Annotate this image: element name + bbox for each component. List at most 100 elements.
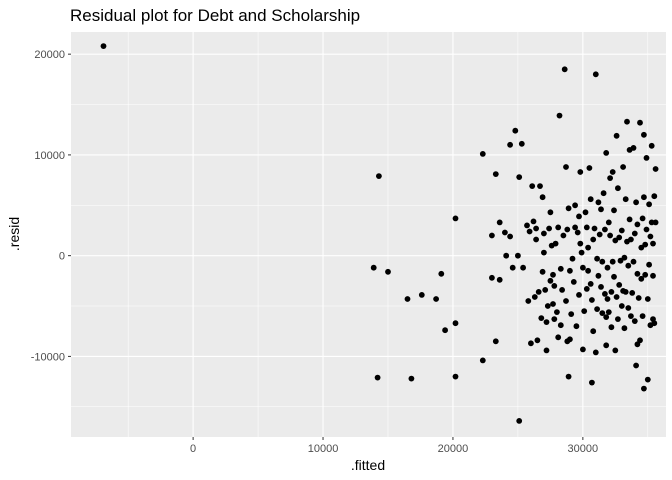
data-point	[533, 236, 539, 243]
data-point	[568, 311, 575, 317]
data-point	[554, 309, 560, 315]
data-point	[602, 226, 608, 233]
data-point	[644, 376, 651, 383]
data-point	[100, 43, 107, 49]
chart-title: Residual plot for Debt and Scholarship	[70, 6, 360, 25]
data-point	[542, 287, 549, 293]
data-point	[512, 127, 519, 134]
data-point	[525, 298, 532, 304]
data-point	[489, 232, 495, 239]
data-point	[551, 316, 558, 322]
data-point	[613, 132, 620, 139]
x-tick-label: 10000	[308, 443, 339, 455]
data-point	[492, 338, 499, 345]
data-point	[541, 249, 547, 256]
data-point	[546, 225, 552, 232]
data-point	[376, 173, 382, 180]
data-point	[609, 258, 616, 265]
data-point	[531, 294, 538, 300]
data-point	[629, 290, 636, 296]
data-point	[622, 196, 629, 203]
data-point	[590, 328, 597, 335]
data-point	[620, 288, 626, 294]
data-point	[631, 230, 638, 237]
data-point	[557, 322, 564, 329]
data-point	[589, 297, 595, 303]
data-point	[646, 201, 652, 208]
data-point	[541, 230, 547, 237]
data-point	[646, 261, 652, 268]
y-tick-label: -10000	[31, 351, 65, 363]
data-point	[524, 222, 530, 229]
data-point	[652, 219, 659, 226]
data-point	[611, 207, 617, 214]
data-point	[479, 357, 486, 364]
data-point	[576, 292, 582, 298]
data-point	[574, 229, 581, 236]
data-point	[585, 267, 591, 274]
data-point	[507, 141, 513, 148]
data-point	[608, 324, 615, 331]
data-point	[605, 219, 612, 226]
data-point	[651, 320, 658, 327]
data-point	[625, 305, 632, 311]
data-point	[572, 224, 578, 231]
data-point	[581, 308, 588, 314]
data-point	[596, 231, 603, 238]
data-point	[642, 271, 649, 278]
data-point	[551, 283, 558, 289]
data-point	[600, 190, 607, 197]
plot-panel	[71, 32, 666, 437]
data-point	[639, 215, 646, 222]
data-point	[598, 284, 604, 290]
data-point	[648, 142, 655, 149]
data-point	[496, 219, 503, 226]
data-point	[604, 296, 611, 302]
data-point	[647, 233, 654, 240]
data-point	[644, 296, 651, 302]
data-point	[578, 249, 585, 256]
data-point	[615, 185, 621, 192]
data-point	[590, 236, 597, 243]
data-point	[641, 131, 647, 138]
x-axis-tick-labels: 0 10000 20000 30000	[190, 443, 598, 455]
data-point	[585, 244, 591, 251]
data-point	[557, 265, 564, 272]
data-point	[516, 418, 523, 424]
data-point	[611, 273, 617, 280]
data-point	[605, 309, 612, 315]
data-point	[570, 279, 577, 285]
data-point	[543, 319, 550, 325]
data-point	[560, 232, 567, 239]
y-tick-label: 20000	[34, 49, 65, 61]
data-point	[616, 282, 623, 288]
data-point	[564, 226, 571, 233]
data-point	[556, 112, 563, 119]
data-point	[634, 221, 641, 228]
data-point	[374, 374, 381, 381]
data-point	[595, 272, 602, 279]
data-point	[586, 165, 593, 171]
data-point	[638, 275, 645, 282]
data-point	[652, 166, 659, 172]
data-point	[577, 240, 584, 247]
data-point	[630, 145, 637, 151]
data-point	[572, 202, 578, 209]
data-point	[621, 254, 628, 261]
data-point	[516, 174, 523, 181]
data-point	[630, 258, 637, 265]
data-point	[604, 264, 611, 271]
data-point	[637, 119, 643, 126]
y-tick-label: 10000	[34, 150, 65, 162]
data-point	[592, 349, 599, 356]
data-point	[613, 294, 620, 300]
major-gridlines	[71, 32, 666, 437]
data-point	[626, 216, 633, 223]
data-point	[502, 229, 508, 236]
y-axis-ticks	[68, 53, 71, 357]
data-point	[625, 262, 632, 269]
data-point	[603, 314, 610, 320]
data-point	[509, 264, 516, 271]
data-point	[620, 164, 626, 170]
x-tick-label: 20000	[438, 443, 469, 455]
